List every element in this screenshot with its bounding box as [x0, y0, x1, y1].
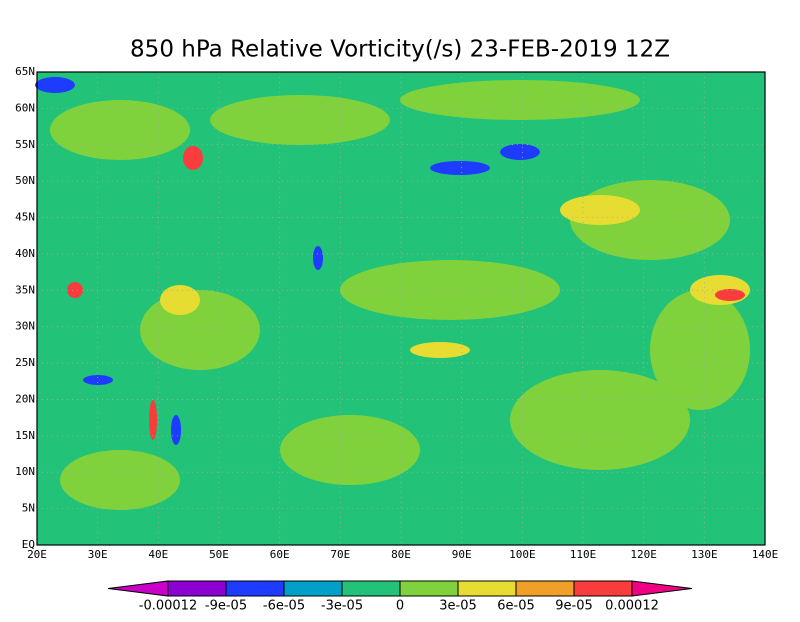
- colorbar-box: [515, 580, 575, 597]
- colorbar-box: [225, 580, 285, 597]
- field-negative: [35, 77, 540, 445]
- field-max: [67, 146, 745, 440]
- map-frame: [36, 71, 766, 546]
- colorbar-box: [341, 580, 401, 597]
- lon-tick-label: 110E: [570, 548, 597, 561]
- lon-tick-label: 20E: [27, 548, 47, 561]
- colorbar-box: [167, 580, 227, 597]
- lat-tick-label: 10N: [15, 465, 35, 478]
- lat-tick-label: 5N: [22, 502, 35, 515]
- lon-tick-label: 140E: [752, 548, 779, 561]
- colorbar-label: 0.00012: [605, 599, 659, 614]
- colorbar-box: [399, 580, 459, 597]
- lat-tick-label: 55N: [15, 138, 35, 151]
- colorbar-label: 6e-05: [497, 599, 535, 614]
- vorticity-field: [35, 72, 765, 545]
- lon-tick-label: 50E: [209, 548, 229, 561]
- colorbar-label: -0.00012: [139, 599, 197, 614]
- colorbar-triangle: [107, 580, 169, 597]
- lat-tick-label: 25N: [15, 356, 35, 369]
- axis-labels: 20E 30E 40E 50E 60E 70E 80E 90E 100E 110E 120E 130E…: [15, 65, 778, 561]
- colorbar-box: [283, 580, 343, 597]
- colorbar-label: 9e-05: [555, 599, 593, 614]
- lon-tick-label: 120E: [630, 548, 657, 561]
- lon-tick-label: 90E: [452, 548, 472, 561]
- colorbar-label: -6e-05: [263, 599, 305, 614]
- lat-tick-label: 35N: [15, 283, 35, 296]
- lon-tick-label: 80E: [391, 548, 411, 561]
- lon-tick-label: 130E: [691, 548, 718, 561]
- lat-tick-label: EQ: [22, 538, 35, 551]
- colorbar-label: -9e-05: [205, 599, 247, 614]
- colorbar-box: [573, 580, 633, 597]
- lon-tick-label: 30E: [88, 548, 108, 561]
- colorbar-triangle: [631, 580, 693, 597]
- lat-tick-label: 40N: [15, 247, 35, 260]
- lon-tick-label: 70E: [330, 548, 350, 561]
- colorbar: -0.00012 -9e-05 -6e-05 -3e-05 0 3e-05 6e-05 9e-…: [107, 580, 693, 614]
- colorbar-box: [457, 580, 517, 597]
- lon-tick-label: 40E: [148, 548, 168, 561]
- lat-tick-label: 65N: [15, 65, 35, 78]
- lon-tick-label: 60E: [270, 548, 290, 561]
- lat-tick-label: 50N: [15, 174, 35, 187]
- colorbar-label: -3e-05: [321, 599, 363, 614]
- title: 850 hPa Relative Vorticity(/s) 23-FEB-20…: [130, 37, 670, 63]
- lat-tick-label: 20N: [15, 392, 35, 405]
- lon-tick-label: 100E: [509, 548, 536, 561]
- colorbar-label: 0: [396, 599, 404, 614]
- lat-tick-label: 45N: [15, 211, 35, 224]
- lat-tick-label: 30N: [15, 320, 35, 333]
- lat-tick-label: 15N: [15, 429, 35, 442]
- lat-tick-label: 60N: [15, 101, 35, 114]
- field-positive: [50, 80, 750, 510]
- colorbar-label: 3e-05: [439, 599, 477, 614]
